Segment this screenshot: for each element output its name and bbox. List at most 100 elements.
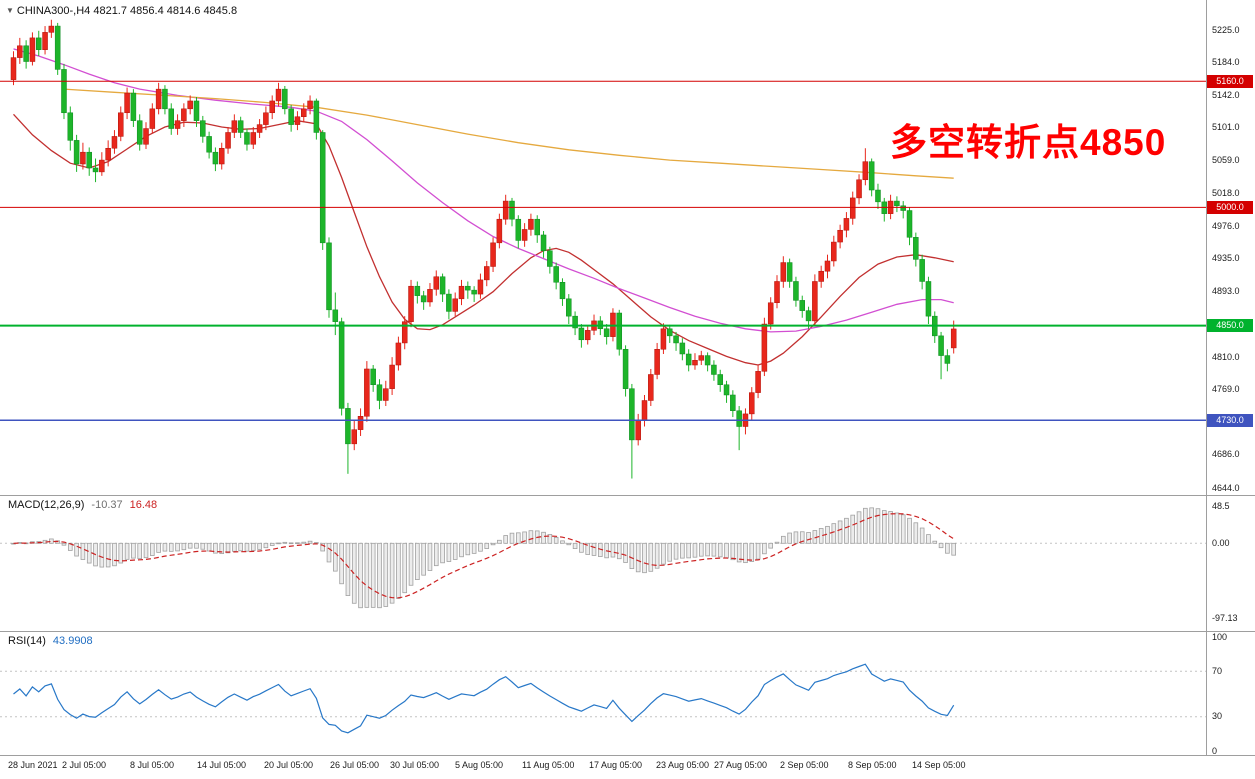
- macd-histogram-bar: [680, 542, 685, 559]
- candle-body: [452, 298, 458, 312]
- candle-body: [824, 260, 831, 272]
- macd-histogram-bar: [781, 535, 786, 544]
- macd-histogram-bar: [257, 542, 262, 550]
- candle-body: [635, 419, 641, 441]
- time-tick-label: 20 Jul 05:00: [264, 760, 314, 770]
- candle-body: [357, 416, 364, 430]
- macd-histogram-bar: [389, 542, 395, 604]
- macd-histogram-bar: [194, 542, 199, 549]
- macd-histogram-bar: [881, 510, 887, 544]
- scale-separator[interactable]: [1206, 0, 1207, 756]
- candle-body: [446, 293, 452, 312]
- macd-tick-label: -97.13: [1212, 612, 1238, 623]
- candle-body: [414, 285, 421, 296]
- macd-histogram-bar: [736, 542, 742, 563]
- candle-body: [326, 242, 332, 311]
- macd-histogram-bar: [225, 542, 231, 554]
- candle-body: [780, 262, 787, 282]
- candle-body: [124, 92, 130, 114]
- candle-body: [913, 237, 919, 260]
- macd-histogram-bar: [844, 517, 849, 544]
- price-tick-label: 4976.0: [1212, 220, 1240, 231]
- candle-body: [925, 281, 932, 317]
- macd-histogram-bar: [162, 542, 168, 552]
- candle-body: [774, 281, 780, 304]
- time-tick-label: 5 Aug 05:00: [455, 760, 504, 770]
- candle-body: [206, 136, 212, 153]
- candle-body: [105, 147, 111, 161]
- candle-body: [666, 328, 673, 337]
- candle-body: [332, 309, 339, 322]
- candle-body: [111, 136, 118, 149]
- candle-body: [540, 234, 547, 251]
- macd-histogram-bar: [547, 534, 553, 544]
- macd-histogram-bar: [560, 540, 565, 544]
- macd-histogram-bar: [364, 542, 370, 608]
- macd-histogram-bar: [635, 542, 641, 573]
- candle-body: [648, 374, 654, 401]
- macd-histogram-bar: [837, 520, 843, 544]
- candle-body: [730, 394, 736, 411]
- macd-histogram-bar: [730, 542, 736, 561]
- macd-histogram-bar: [187, 542, 193, 549]
- macd-histogram-bar: [648, 542, 654, 572]
- macd-histogram-bar: [168, 542, 174, 552]
- candle-body: [465, 285, 471, 291]
- macd-histogram-bar: [339, 542, 344, 585]
- rsi-name: RSI(14): [8, 635, 46, 647]
- macd-histogram-bar: [478, 542, 483, 552]
- macd-histogram-bar: [112, 542, 117, 567]
- macd-histogram-bar: [541, 531, 546, 544]
- candle-body: [364, 368, 370, 417]
- macd-histogram-bar: [377, 542, 382, 609]
- candle-body: [900, 205, 906, 211]
- candle-body: [711, 364, 717, 375]
- candle-body: [29, 37, 36, 62]
- macd-histogram-bar: [156, 542, 161, 553]
- candle-body: [288, 108, 294, 125]
- candle-body: [319, 132, 326, 244]
- macd-histogram-bar: [276, 542, 281, 545]
- panel-separator-macd[interactable]: [0, 495, 1255, 496]
- candle-body: [130, 92, 137, 121]
- macd-histogram-bar: [711, 542, 717, 557]
- candle-body: [225, 132, 231, 149]
- macd-tick-label: 0.00: [1212, 537, 1230, 548]
- candle-body: [736, 410, 742, 427]
- candle-body: [282, 88, 288, 110]
- macd-histogram-bar: [471, 542, 477, 554]
- candle-body: [17, 45, 23, 58]
- time-tick-label: 26 Jul 05:00: [330, 760, 380, 770]
- macd-histogram-bar: [288, 542, 294, 545]
- macd-histogram-bar: [938, 542, 944, 549]
- macd-name: MACD(12,26,9): [8, 499, 85, 511]
- price-tick-label: 4935.0: [1212, 253, 1240, 264]
- candle-body: [849, 197, 856, 219]
- panel-separator-rsi[interactable]: [0, 631, 1255, 632]
- candle-body: [420, 295, 427, 303]
- candle-body: [692, 360, 698, 366]
- candle-body: [629, 388, 635, 441]
- candle-body: [477, 279, 484, 295]
- candle-body: [698, 355, 705, 361]
- macd-histogram-bar: [787, 532, 792, 544]
- macd-histogram-bar: [762, 542, 767, 555]
- candle-body: [118, 112, 124, 137]
- candle-body: [528, 218, 534, 230]
- macd-histogram-bar: [888, 511, 893, 544]
- macd-histogram-bar: [768, 542, 773, 549]
- macd-histogram-bar: [326, 542, 332, 563]
- candle-body: [843, 218, 850, 231]
- one-click-trading-collapse-icon[interactable]: ▼: [6, 6, 14, 15]
- candle-body: [761, 323, 768, 372]
- candle-body: [23, 45, 29, 62]
- candle-body: [793, 281, 799, 301]
- macd-histogram-bar: [490, 542, 496, 546]
- macd-histogram-bar: [433, 542, 439, 567]
- price-tick-label: 5101.0: [1212, 122, 1240, 133]
- price-tick-label: 4644.0: [1212, 482, 1240, 493]
- candle-body: [584, 330, 591, 341]
- macd-histogram-bar: [856, 511, 862, 544]
- candle-body: [641, 400, 648, 421]
